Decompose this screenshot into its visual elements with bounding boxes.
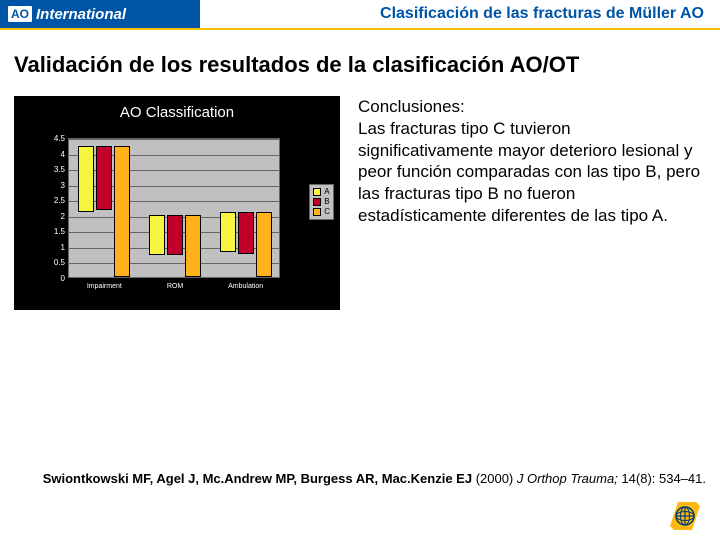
- chart-ytick: 4.5: [45, 134, 65, 143]
- logo: AO International: [0, 0, 200, 28]
- conclusions-body: Las fracturas tipo C tuvieron significat…: [358, 119, 700, 225]
- chart-ytick: 1.5: [45, 227, 65, 236]
- chart-legend-swatch: [313, 198, 321, 206]
- conclusions: Conclusiones: Las fracturas tipo C tuvie…: [358, 96, 706, 310]
- chart-ytick: 4: [45, 150, 65, 159]
- chart-legend-label: A: [324, 187, 329, 197]
- chart-legend-swatch: [313, 188, 321, 196]
- logo-badge: AO: [8, 6, 32, 22]
- chart-bar: [220, 212, 236, 252]
- chart-bar-group: [149, 215, 201, 277]
- chart-xlabel: ROM: [140, 283, 211, 290]
- chart-title: AO Classification: [14, 96, 340, 121]
- chart-ytick: 2: [45, 212, 65, 221]
- chart-bar: [256, 212, 272, 277]
- chart-xlabel: Ambulation: [210, 283, 281, 290]
- slide-title: Validación de los resultados de la clasi…: [0, 30, 720, 88]
- chart-bar: [96, 146, 112, 210]
- citation-journal: J Orthop Trauma;: [517, 471, 618, 486]
- conclusions-heading: Conclusiones:: [358, 97, 465, 116]
- chart-panel: AO Classification 00.511.522.533.544.5Im…: [14, 96, 340, 310]
- chart-ytick: 0.5: [45, 258, 65, 267]
- citation-vol: 14(8): 534–41.: [621, 471, 706, 486]
- globe-icon: [670, 502, 700, 530]
- chart-legend: ABC: [309, 184, 334, 220]
- chart-bar-group: [78, 146, 130, 277]
- citation-authors: Swiontkowski MF, Agel J, Mc.Andrew MP, B…: [43, 471, 472, 486]
- chart-ytick: 3.5: [45, 165, 65, 174]
- chart-legend-row: C: [313, 207, 330, 217]
- chart-legend-swatch: [313, 208, 321, 216]
- chart-legend-row: A: [313, 187, 330, 197]
- chart-bar-group: [220, 212, 272, 277]
- chart-xlabel: Impairment: [69, 283, 140, 290]
- header: AO International Clasificación de las fr…: [0, 0, 720, 28]
- chart-bar: [149, 215, 165, 255]
- logo-text: International: [36, 6, 126, 23]
- chart-legend-label: B: [324, 197, 329, 207]
- citation: Swiontkowski MF, Agel J, Mc.Andrew MP, B…: [14, 471, 706, 486]
- chart-plot-area: 00.511.522.533.544.5ImpairmentROMAmbulat…: [68, 138, 280, 278]
- chart-ytick: 0: [45, 274, 65, 283]
- chart-legend-label: C: [324, 207, 330, 217]
- chart-bar: [185, 215, 201, 277]
- chart-ytick: 3: [45, 181, 65, 190]
- chart-bar: [238, 212, 254, 254]
- header-title: Clasificación de las fracturas de Müller…: [200, 5, 720, 23]
- content-row: AO Classification 00.511.522.533.544.5Im…: [0, 88, 720, 310]
- chart-bar: [167, 215, 183, 255]
- citation-year: (2000): [476, 471, 514, 486]
- chart-ytick: 2.5: [45, 196, 65, 205]
- chart-bar: [78, 146, 94, 211]
- chart-legend-row: B: [313, 197, 330, 207]
- chart-ytick: 1: [45, 243, 65, 252]
- chart-bar: [114, 146, 130, 277]
